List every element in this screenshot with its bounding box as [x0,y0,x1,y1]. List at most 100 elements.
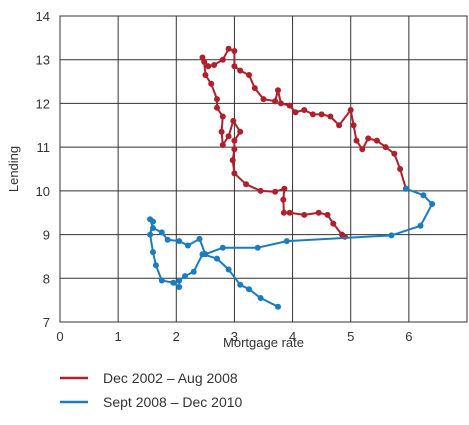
data-point [373,137,380,144]
legend: Dec 2002 – Aug 2008 Sept 2008 – Dec 2010 [60,370,243,410]
data-point [301,211,308,218]
x-tick-label: 1 [115,329,122,344]
data-point [272,98,279,105]
x-tick-label: 6 [405,329,412,344]
data-point [365,135,372,142]
data-point [280,209,287,216]
x-axis-ticks: 0 1 2 3 4 5 6 [56,329,412,344]
data-point [397,166,404,172]
data-point [199,251,206,258]
data-point [219,244,226,251]
data-point [336,122,343,129]
y-tick-label: 13 [36,53,50,68]
data-point [231,48,238,54]
data-point [152,262,159,269]
y-axis-label: Lending [6,146,21,192]
data-point [176,277,183,284]
data-point [420,192,427,199]
data-point [402,185,409,192]
data-point [327,113,334,120]
x-axis-label: Mortgage rate [223,335,304,350]
y-tick-label: 14 [36,9,50,24]
data-point [257,295,264,301]
data-point [246,72,252,78]
data-point [184,242,191,249]
data-point [219,113,226,120]
data-point [158,277,165,284]
data-point [301,107,308,113]
data-point [347,107,354,113]
data-point [280,196,287,203]
data-point [272,188,279,195]
data-point [339,231,345,238]
data-point [214,96,220,103]
data-point [170,279,177,286]
data-point [225,266,232,273]
data-point [246,286,252,293]
y-tick-label: 7 [43,315,50,330]
data-point [292,109,299,116]
data-point [219,142,226,148]
data-point [286,102,293,109]
y-axis-ticks: 7 8 9 10 11 12 13 14 [36,9,50,330]
data-point [182,273,188,280]
data-point [330,220,337,227]
data-point [391,150,398,157]
data-point [190,268,197,275]
data-point [417,222,424,229]
data-point [147,231,154,238]
data-point [254,244,261,251]
y-tick-label: 8 [43,271,50,286]
data-point [243,181,250,188]
data-point [237,67,244,74]
data-point [229,157,236,164]
data-point [225,133,232,140]
grid-lines [59,15,467,323]
data-point [199,54,206,61]
data-point [237,128,244,135]
data-point [324,211,331,218]
data-point [359,146,366,153]
x-tick-label: 2 [173,329,180,344]
data-point [237,281,244,288]
data-point [315,209,322,216]
data-point [218,128,225,135]
data-point [231,146,238,153]
data-point [275,87,281,94]
data-point [150,225,156,231]
data-point [275,303,281,310]
y-tick-label: 10 [36,184,50,199]
data-point [388,232,395,239]
data-point [202,72,209,78]
data-point [205,63,212,70]
data-point [251,85,258,92]
data-point [211,62,218,68]
data-point [176,238,183,245]
y-tick-label: 12 [36,96,50,111]
x-tick-label: 5 [347,329,354,344]
data-point [277,100,284,107]
series-line-2 [149,187,434,308]
data-point [353,137,360,144]
data-point [382,144,389,151]
data-point [257,187,264,194]
y-tick-label: 11 [37,140,51,155]
data-point [260,96,267,103]
data-point [219,56,226,63]
data-point [231,63,238,70]
data-point [283,238,290,245]
series-group [147,45,436,310]
x-tick-label: 4 [289,329,296,344]
data-point [176,284,183,290]
data-point [164,236,171,243]
data-point [318,111,325,118]
data-point [286,209,293,216]
data-point [214,255,220,262]
data-point [231,137,238,144]
data-point [214,104,220,111]
data-point [150,249,156,256]
data-point [350,122,357,129]
plot-frame [59,15,468,323]
data-point [208,80,215,87]
